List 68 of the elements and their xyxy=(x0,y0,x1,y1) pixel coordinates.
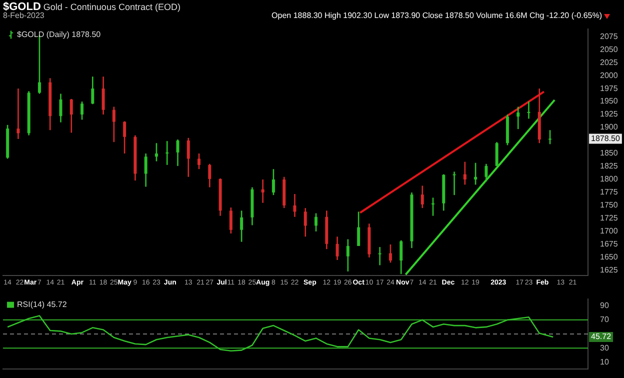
y-tick-label: 10 xyxy=(600,357,610,366)
y-tick-label: 1625 xyxy=(600,266,618,275)
candlestick xyxy=(59,93,62,123)
y-tick-label: 2025 xyxy=(600,58,618,67)
candlestick xyxy=(304,207,307,238)
y-tick-label: 2050 xyxy=(600,44,618,54)
candlestick xyxy=(463,161,466,186)
annotation: 45.72 xyxy=(591,332,612,342)
candlestick xyxy=(240,210,244,242)
text: Open 1888.30 High 1902.30 Low 1873.90 Close 1878.50 Volume 16.6M Chg -12.20 (-0.65%) xyxy=(272,11,602,20)
candlestick xyxy=(484,163,488,182)
annotation: $GOLD (Daily) 1878.50 xyxy=(17,30,102,40)
y-tick-label: 1825 xyxy=(600,162,618,171)
candlestick xyxy=(198,152,201,170)
y-tick-label: 1650 xyxy=(600,252,618,262)
candlestick xyxy=(91,76,94,105)
candlestick xyxy=(16,88,20,140)
candlestick xyxy=(123,120,126,154)
y-tick-label: 30 xyxy=(600,343,610,352)
y-tick-label: 1800 xyxy=(600,174,618,184)
candlestick xyxy=(336,236,339,261)
candlestick xyxy=(516,106,520,130)
y-tick-label: 1775 xyxy=(600,188,618,197)
candlestick xyxy=(293,193,296,218)
candlestick xyxy=(388,244,392,264)
chart-subtitle: Gold - Continuous Contract (EOD) xyxy=(43,2,180,12)
candlestick xyxy=(378,246,382,266)
y-tick-label: 1925 xyxy=(600,110,618,119)
y-tick-label: 2000 xyxy=(600,70,618,80)
candlestick xyxy=(314,212,318,232)
legend-label: RSI(14) 45.72 xyxy=(17,300,68,310)
candlestick xyxy=(154,142,158,162)
text: 8-Feb-2023 xyxy=(3,11,44,20)
y-tick-label: 1700 xyxy=(600,226,618,236)
y-tick-label: 90 xyxy=(600,301,610,310)
y-tick-label: 1850 xyxy=(600,148,618,158)
y-tick-label: 1975 xyxy=(600,84,618,93)
candlestick xyxy=(229,206,232,234)
candlestick xyxy=(166,140,169,166)
y-tick-label: 1725 xyxy=(600,214,618,223)
candlestick xyxy=(400,240,403,275)
candlestick xyxy=(357,211,360,247)
chart-title: $GOLD xyxy=(3,1,41,13)
candlestick xyxy=(272,168,275,196)
candlestick xyxy=(102,76,105,116)
candlestick xyxy=(261,178,264,204)
candlestick xyxy=(420,185,424,209)
candlestick xyxy=(527,100,530,120)
candlestick xyxy=(474,162,478,186)
candlestick xyxy=(452,171,456,196)
y-tick-label: 1750 xyxy=(600,200,618,210)
candlestick xyxy=(208,163,212,188)
candlestick xyxy=(70,98,73,134)
candlestick xyxy=(495,141,498,167)
y-tick-label: 1950 xyxy=(600,96,618,106)
candlestick xyxy=(186,137,190,178)
candlestick xyxy=(176,138,180,167)
candlestick xyxy=(432,197,435,216)
y-tick-label: 1675 xyxy=(600,240,618,249)
y-tick-label: 2075 xyxy=(600,32,618,41)
candlestick xyxy=(346,238,350,272)
y-tick-label: 70 xyxy=(600,315,610,324)
y-tick-label: 1900 xyxy=(600,122,618,132)
candlestick xyxy=(144,152,148,188)
candlestick xyxy=(112,106,116,143)
candlestick xyxy=(80,100,84,120)
candlestick xyxy=(548,129,552,145)
annotation: 1878.50 xyxy=(591,134,620,143)
